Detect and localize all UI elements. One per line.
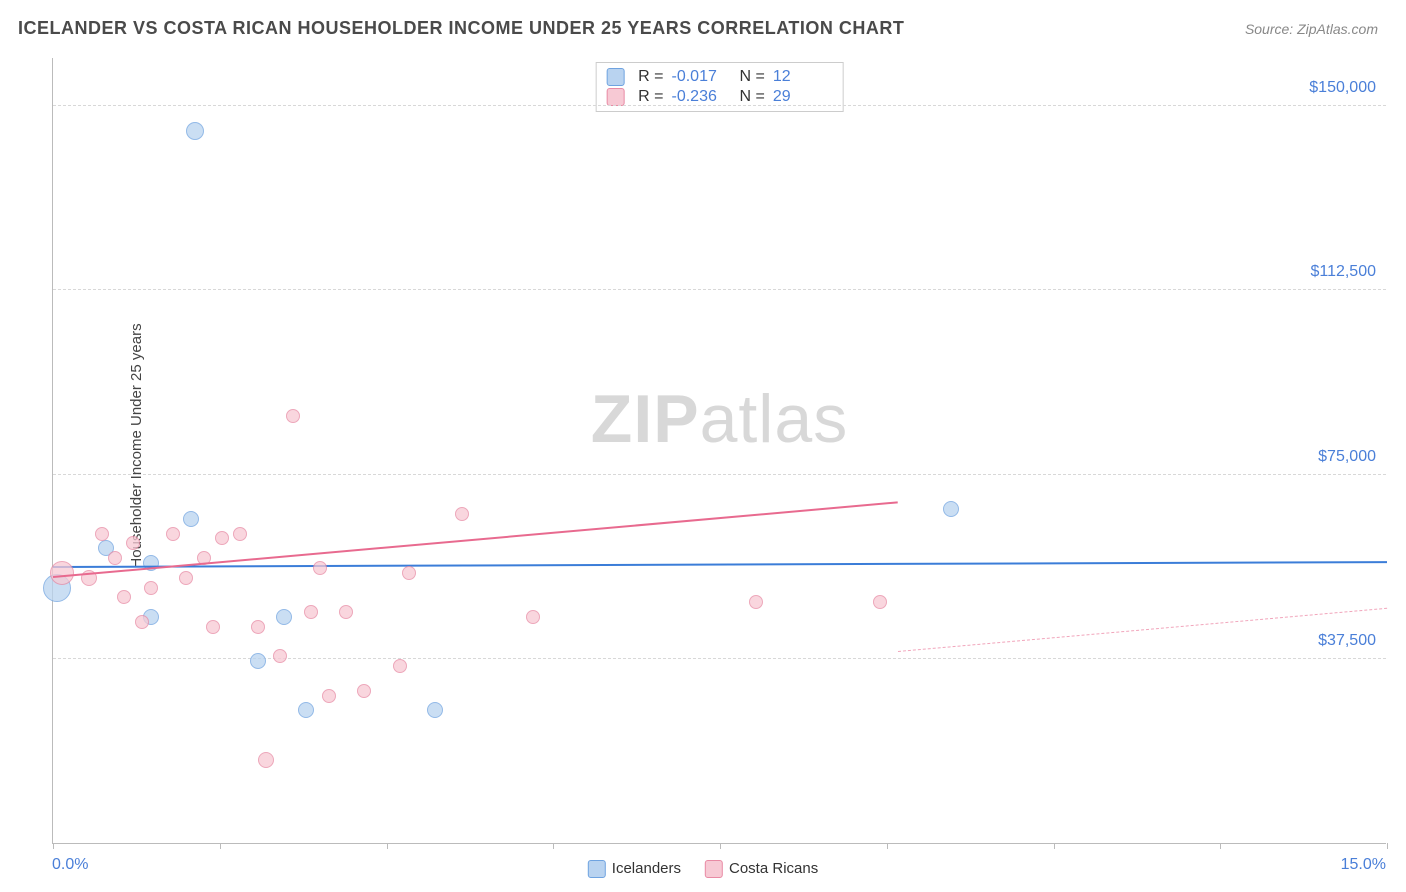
r-label: R = xyxy=(638,88,663,106)
x-tick-mark xyxy=(553,843,554,849)
scatter-point xyxy=(250,653,266,669)
x-tick-mark xyxy=(220,843,221,849)
scatter-point xyxy=(313,561,327,575)
legend-label: Icelanders xyxy=(612,860,681,877)
y-tick-label: $75,000 xyxy=(1318,448,1376,466)
gridline xyxy=(53,105,1386,106)
source-label: Source: ZipAtlas.com xyxy=(1245,21,1378,37)
scatter-point xyxy=(95,527,109,541)
legend-item: Icelanders xyxy=(588,860,681,878)
scatter-point xyxy=(186,122,204,140)
y-tick-label: $37,500 xyxy=(1318,632,1376,650)
scatter-point xyxy=(251,620,265,634)
x-tick-mark xyxy=(1387,843,1388,849)
x-tick-mark xyxy=(387,843,388,849)
x-tick-mark xyxy=(1220,843,1221,849)
legend-swatch xyxy=(606,88,624,106)
header: ICELANDER VS COSTA RICAN HOUSEHOLDER INC… xyxy=(0,0,1406,47)
scatter-point xyxy=(50,561,74,585)
r-value: -0.017 xyxy=(672,68,732,86)
trend-line xyxy=(898,608,1387,652)
scatter-point xyxy=(298,702,314,718)
stats-row: R = -0.017 N = 12 xyxy=(606,67,833,87)
scatter-point xyxy=(215,531,229,545)
scatter-point xyxy=(402,566,416,580)
scatter-point xyxy=(117,590,131,604)
scatter-point xyxy=(135,615,149,629)
legend-item: Costa Ricans xyxy=(705,860,818,878)
n-value: 12 xyxy=(773,68,833,86)
n-value: 29 xyxy=(773,88,833,106)
legend-swatch xyxy=(606,68,624,86)
y-tick-label: $150,000 xyxy=(1309,79,1376,97)
scatter-point xyxy=(166,527,180,541)
n-label: N = xyxy=(740,88,765,106)
gridline xyxy=(53,474,1386,475)
scatter-point xyxy=(455,507,469,521)
x-axis-max: 15.0% xyxy=(1341,856,1386,874)
scatter-point xyxy=(749,595,763,609)
scatter-point xyxy=(273,649,287,663)
scatter-point xyxy=(206,620,220,634)
watermark: ZIPatlas xyxy=(591,380,848,458)
scatter-point xyxy=(179,571,193,585)
scatter-point xyxy=(183,511,199,527)
scatter-point xyxy=(126,536,140,550)
plot-area: ZIPatlas R = -0.017 N = 12 R = -0.236 N = 29 $3… xyxy=(52,58,1386,844)
legend-swatch xyxy=(705,860,723,878)
x-axis-min: 0.0% xyxy=(52,856,88,874)
scatter-point xyxy=(357,684,371,698)
scatter-point xyxy=(144,581,158,595)
r-label: R = xyxy=(638,68,663,86)
n-label: N = xyxy=(740,68,765,86)
x-tick-mark xyxy=(1054,843,1055,849)
gridline xyxy=(53,289,1386,290)
scatter-point xyxy=(276,609,292,625)
scatter-point xyxy=(873,595,887,609)
scatter-point xyxy=(108,551,122,565)
scatter-point xyxy=(393,659,407,673)
stats-row: R = -0.236 N = 29 xyxy=(606,87,833,107)
trend-line xyxy=(53,561,1387,568)
chart-title: ICELANDER VS COSTA RICAN HOUSEHOLDER INC… xyxy=(18,18,904,39)
x-tick-mark xyxy=(887,843,888,849)
legend-label: Costa Ricans xyxy=(729,860,818,877)
x-tick-mark xyxy=(53,843,54,849)
scatter-point xyxy=(304,605,318,619)
scatter-point xyxy=(526,610,540,624)
r-value: -0.236 xyxy=(672,88,732,106)
x-tick-mark xyxy=(720,843,721,849)
scatter-point xyxy=(339,605,353,619)
scatter-point xyxy=(233,527,247,541)
scatter-point xyxy=(286,409,300,423)
scatter-point xyxy=(322,689,336,703)
scatter-point xyxy=(258,752,274,768)
legend-swatch xyxy=(588,860,606,878)
y-tick-label: $112,500 xyxy=(1310,263,1376,281)
scatter-point xyxy=(427,702,443,718)
series-legend: Icelanders Costa Ricans xyxy=(588,860,818,878)
scatter-point xyxy=(943,501,959,517)
